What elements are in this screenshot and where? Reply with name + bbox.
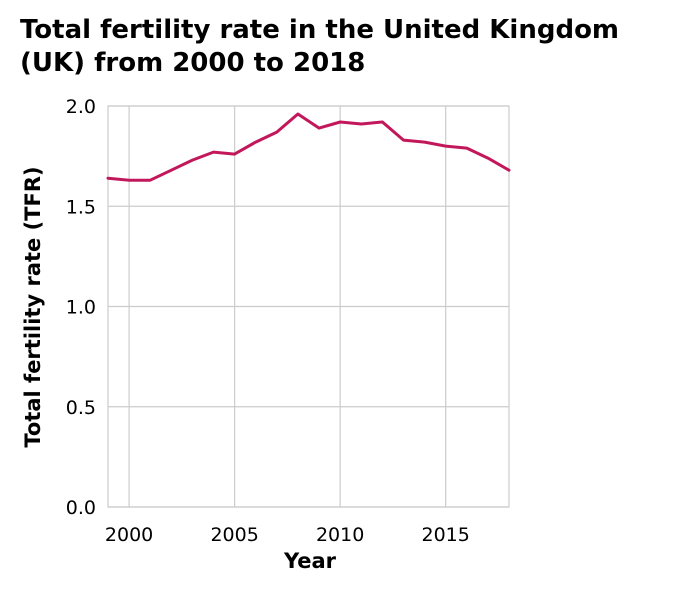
x-tick-label: 2015: [422, 524, 470, 546]
series-line: [106, 112, 511, 182]
x-tick-label: 2010: [316, 524, 364, 546]
y-tick-label: 0.0: [66, 497, 96, 519]
y-axis-title: Total fertility rate (TFR): [21, 166, 45, 447]
y-axis-ticks: 0.0 0.5 1.0 1.5 2.0: [66, 96, 96, 519]
y-tick-label: 2.0: [66, 96, 96, 118]
x-axis-ticks: 2000 2005 2010 2015: [105, 524, 470, 546]
x-axis-title: Year: [283, 549, 337, 573]
grid: [107, 105, 510, 508]
x-tick-label: 2005: [210, 524, 258, 546]
y-tick-label: 1.5: [66, 196, 96, 218]
y-tick-label: 0.5: [66, 397, 96, 419]
y-tick-label: 1.0: [66, 297, 96, 319]
series-group: [106, 112, 511, 182]
x-tick-label: 2000: [105, 524, 153, 546]
chart-title: Total fertility rate in the United Kingd…: [20, 15, 620, 78]
